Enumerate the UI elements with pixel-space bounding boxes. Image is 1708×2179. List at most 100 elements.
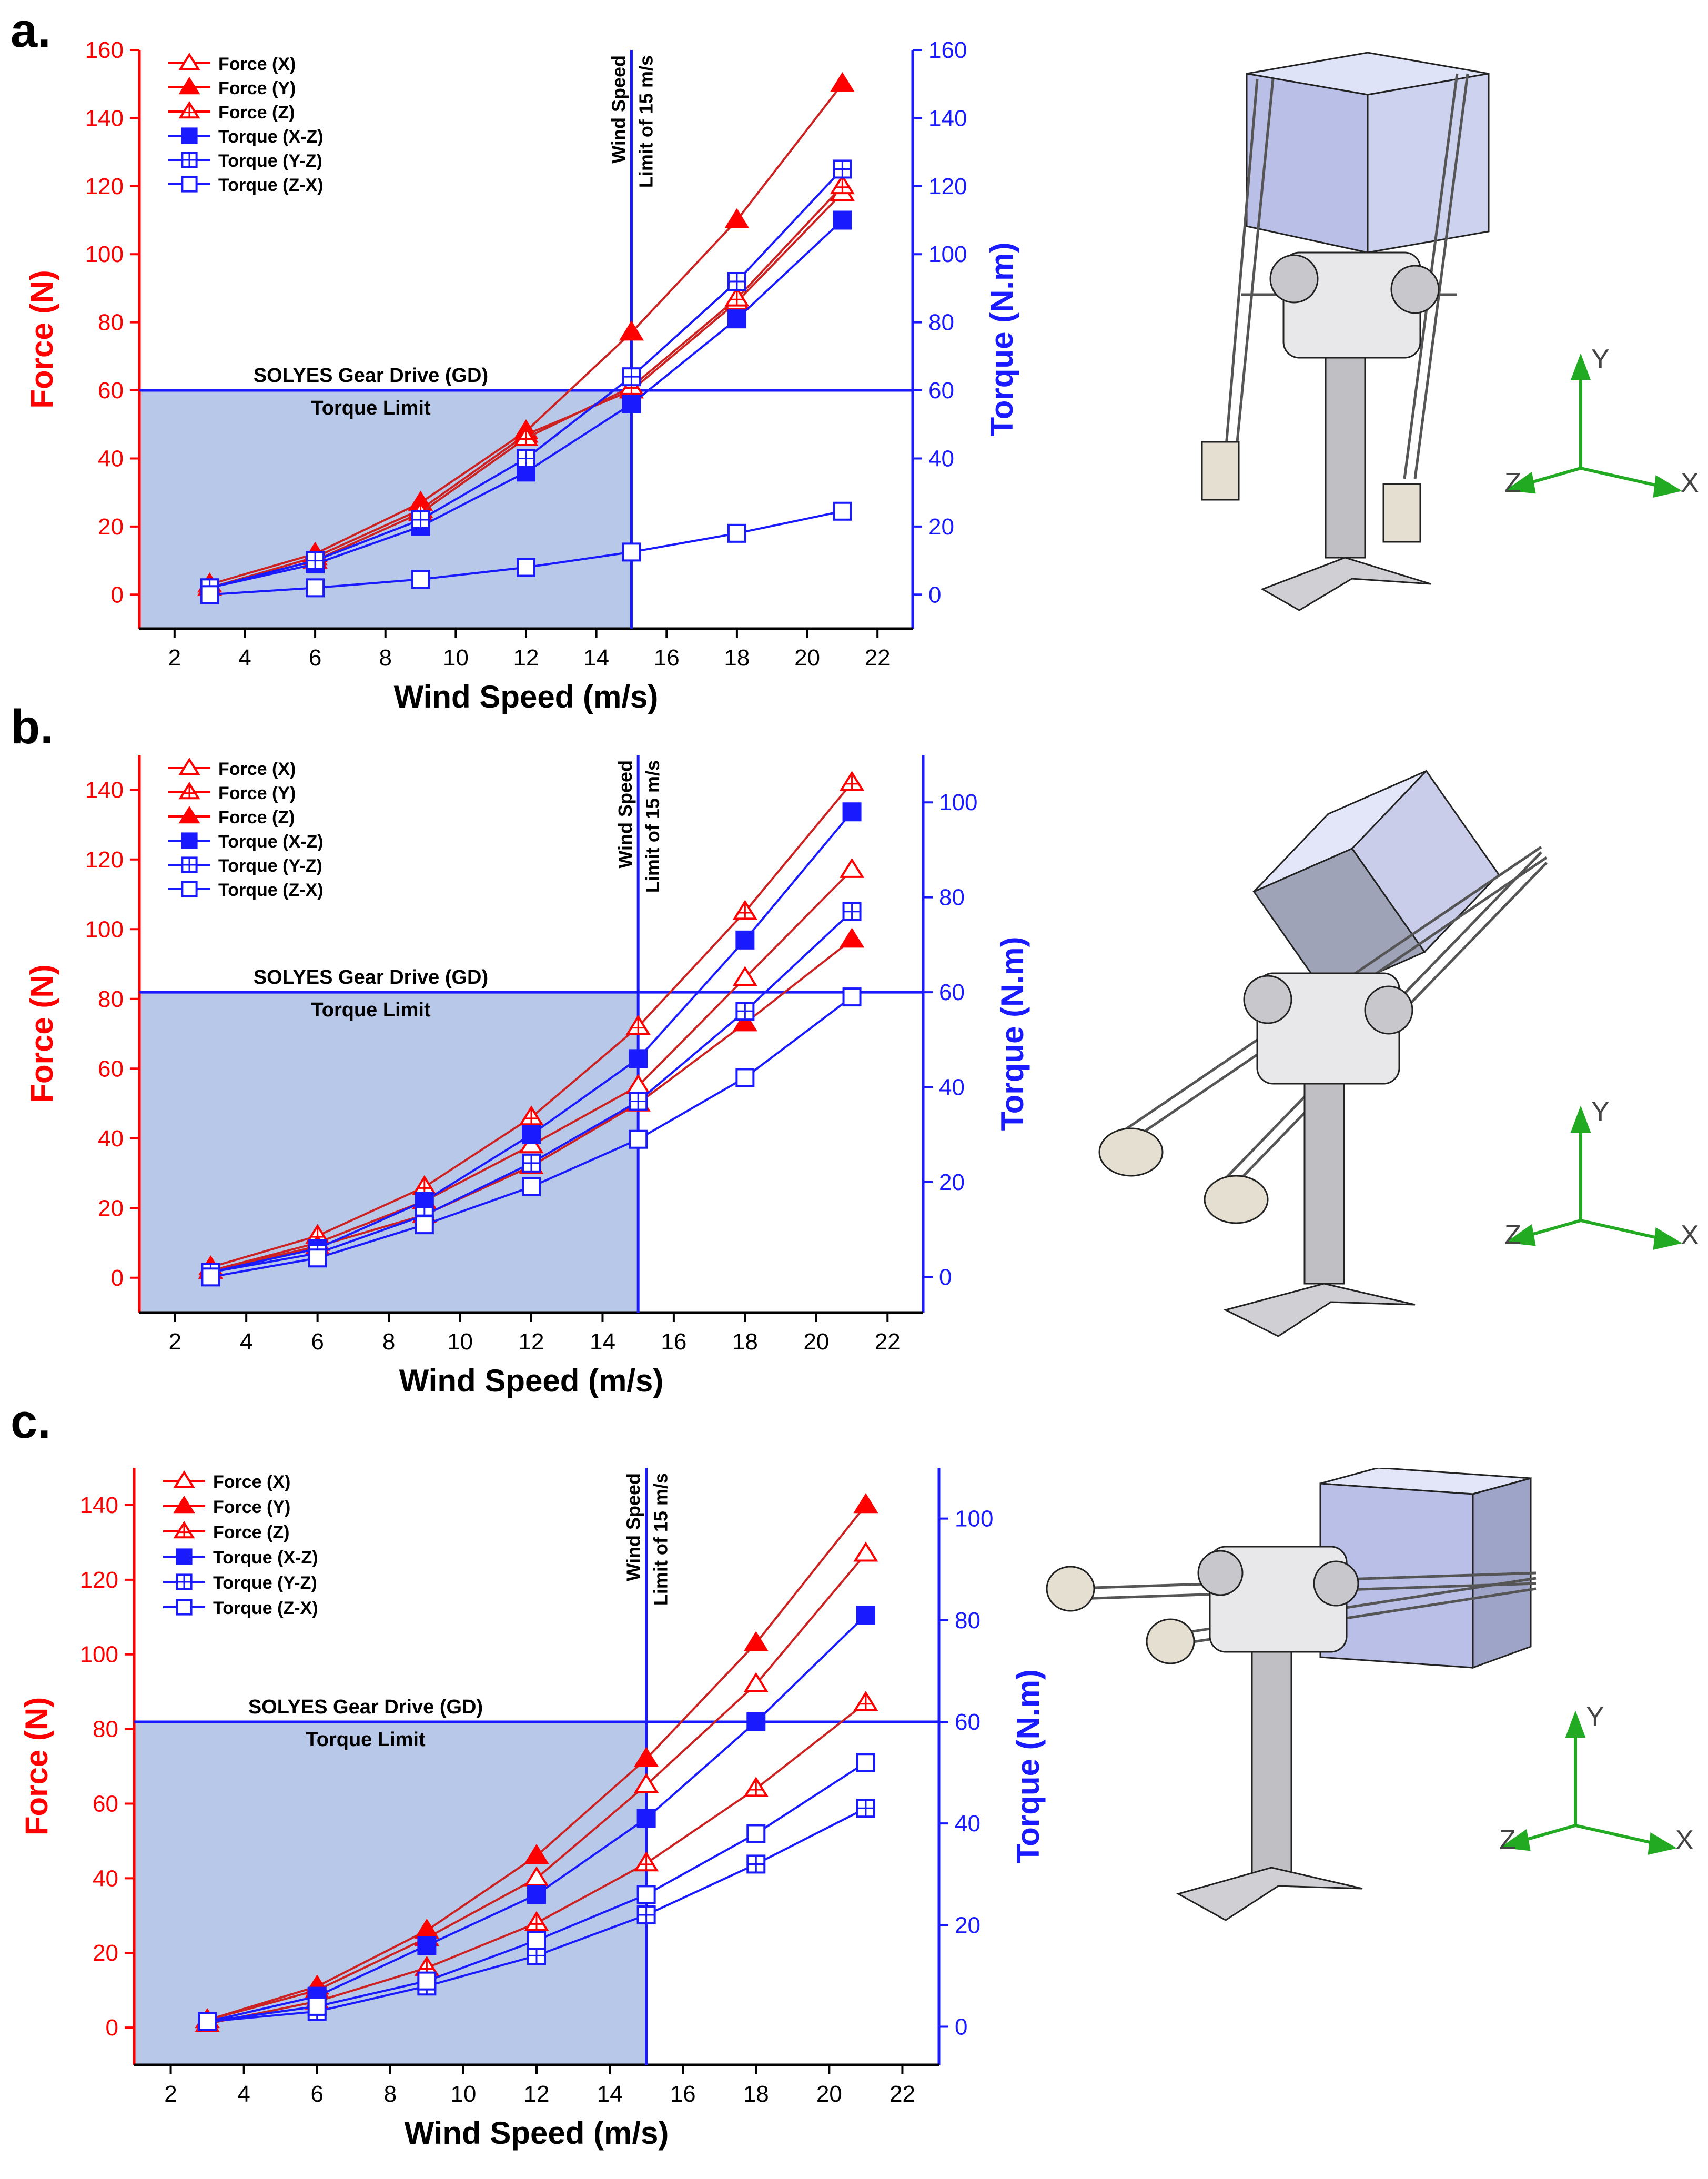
data-point: [634, 1851, 659, 1872]
panel-label-b: b.: [11, 700, 54, 754]
legend-marker: [173, 1521, 195, 1539]
x-tick-label: 14: [590, 1329, 615, 1355]
x-tick-label: 22: [865, 645, 891, 671]
data-point: [522, 1177, 541, 1196]
data-point: [629, 1092, 648, 1111]
data-point: [839, 771, 865, 791]
y-tick-label-right: 60: [928, 378, 954, 403]
y-tick-label-left: 60: [98, 1056, 124, 1082]
x-tick-label: 10: [450, 2081, 476, 2107]
x-tick-label: 8: [382, 1329, 395, 1355]
legend-marker: [181, 856, 198, 873]
tracker-illustration-c: [1046, 1468, 1537, 1921]
legend-marker: [176, 1599, 193, 1616]
gear-drive-label: SOLYES Gear Drive (GD): [254, 365, 488, 387]
x-tick-label: 14: [597, 2081, 623, 2107]
axis-label-y: Y: [1591, 344, 1610, 375]
legend-marker: [173, 1496, 195, 1514]
legend-marker: [178, 782, 200, 800]
torque-limit-region: [139, 390, 632, 629]
data-point: [527, 1931, 546, 1950]
data-point: [629, 1049, 648, 1068]
y-tick-label-right: 0: [928, 582, 941, 608]
legend-marker: [178, 101, 200, 119]
counterweight-left: [1098, 1127, 1164, 1177]
data-point: [732, 900, 757, 920]
data-point: [853, 1691, 878, 1711]
x-tick-label: 4: [237, 2081, 250, 2107]
torque-limit-label: Torque Limit: [306, 1729, 426, 1751]
data-point: [856, 1606, 875, 1625]
data-point: [853, 1493, 878, 1514]
panel-label-c: c.: [11, 1395, 51, 1448]
y-tick-label-right: 160: [928, 37, 967, 63]
y-tick-label-left: 40: [98, 446, 124, 471]
y-tick-label-left: 160: [85, 37, 124, 63]
y-tick-label-left: 20: [93, 1940, 118, 1966]
data-point: [833, 159, 852, 179]
legend-label: Force (Y): [218, 783, 296, 803]
x-tick-label: 16: [661, 1329, 686, 1355]
x-tick-label: 6: [311, 1329, 324, 1355]
y-tick-label-right: 60: [939, 980, 965, 1005]
y-tick-label-right: 60: [955, 1709, 981, 1735]
x-axis-title: Wind Speed (m/s): [405, 2115, 669, 2151]
solar-panel-box: [1246, 52, 1490, 254]
y-tick-label-right: 100: [939, 790, 977, 815]
data-point: [735, 930, 755, 950]
legend-label: Torque (Z-X): [218, 175, 324, 195]
axis-label-x: X: [1681, 468, 1699, 498]
x-tick-label: 12: [519, 1329, 544, 1355]
legend-label: Torque (X-Z): [218, 127, 324, 147]
data-point: [519, 1105, 544, 1126]
y-axis-title-left: Force (N): [24, 964, 59, 1103]
y-tick-label-left: 120: [85, 174, 124, 199]
data-point: [411, 510, 430, 529]
data-point: [746, 1854, 766, 1874]
y-tick-label-right: 40: [928, 446, 954, 471]
wind-speed-label: Wind Speed: [608, 55, 629, 164]
data-point: [625, 1014, 651, 1035]
data-point: [308, 1248, 327, 1268]
speed-limit-text: Limit of 15 m/s: [650, 1473, 672, 1606]
speed-limit-text: Limit of 15 m/s: [635, 55, 656, 188]
legend-marker: [181, 176, 198, 193]
axis-triad-c: Y X Z: [1499, 1701, 1694, 1855]
data-point: [856, 1753, 875, 1772]
data-point: [636, 1885, 656, 1904]
y-tick-label-left: 20: [98, 1195, 124, 1221]
data-point: [732, 1011, 757, 1032]
x-tick-label: 2: [168, 1329, 181, 1355]
y-tick-label-right: 100: [955, 1506, 993, 1532]
legend-marker: [181, 881, 198, 897]
legend-label: Torque (X-Z): [213, 1548, 318, 1568]
x-tick-label: 8: [379, 645, 391, 671]
x-tick-label: 10: [447, 1329, 473, 1355]
y-tick-label-left: 0: [111, 582, 124, 608]
solar-panel-box: [1252, 770, 1500, 996]
mast: [1251, 1651, 1292, 1874]
data-point: [634, 1747, 659, 1767]
data-point: [522, 1153, 541, 1173]
base-tripod: [1223, 1283, 1416, 1337]
legend-label: Torque (Y-Z): [218, 856, 322, 876]
legend-marker: [178, 53, 200, 70]
axis-triad-a: Y X Z: [1504, 344, 1699, 498]
data-point: [833, 210, 852, 230]
x-tick-label: 2: [164, 2081, 177, 2107]
torque-limit-label: Torque Limit: [311, 999, 431, 1021]
chart-a: 2 4 6 8 10 12 14 16 18 20 22 0 20 40 60 80 100 120 140 160 0…: [24, 37, 1019, 714]
data-point: [201, 1267, 220, 1287]
legend-label: Torque (X-Z): [218, 832, 324, 852]
legend-label: Force (Y): [218, 78, 296, 98]
data-point: [306, 578, 325, 598]
axis-triad-b: Y X Z: [1504, 1096, 1699, 1250]
base-tripod: [1176, 1867, 1363, 1921]
x-tick-label: 20: [794, 645, 820, 671]
tracker-illustration-a: [1201, 52, 1490, 611]
counterweight-right: [1146, 1618, 1195, 1664]
data-point: [200, 585, 219, 604]
speed-limit-text: Limit of 15 m/s: [642, 760, 663, 893]
gear-drive-body: [1197, 1546, 1359, 1653]
y-tick-label-right: 40: [955, 1811, 981, 1837]
